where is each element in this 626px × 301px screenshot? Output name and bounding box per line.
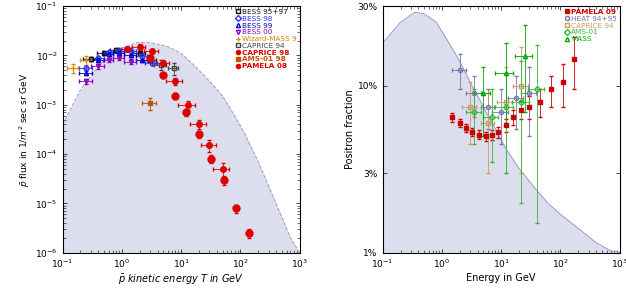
X-axis label: $\bar{p}$ kinetic energy $T$ in GeV: $\bar{p}$ kinetic energy $T$ in GeV (118, 273, 244, 287)
Legend: PAMELA 09, HEAT 94+95, CAPRICE 94, AMS-01, MASS: PAMELA 09, HEAT 94+95, CAPRICE 94, AMS-0… (565, 8, 618, 43)
Y-axis label: Positron fraction: Positron fraction (345, 90, 355, 169)
Legend: BESS 95+97, BESS 98, BESS 99, BESS 00, Wizard-MASS 9, CAPRICE 94, CAPRICE 98, AM: BESS 95+97, BESS 98, BESS 99, BESS 00, W… (235, 8, 297, 70)
Y-axis label: $\bar{p}$ flux in $1/m^2$ sec sr GeV: $\bar{p}$ flux in $1/m^2$ sec sr GeV (18, 72, 33, 187)
X-axis label: Energy in GeV: Energy in GeV (466, 273, 536, 283)
